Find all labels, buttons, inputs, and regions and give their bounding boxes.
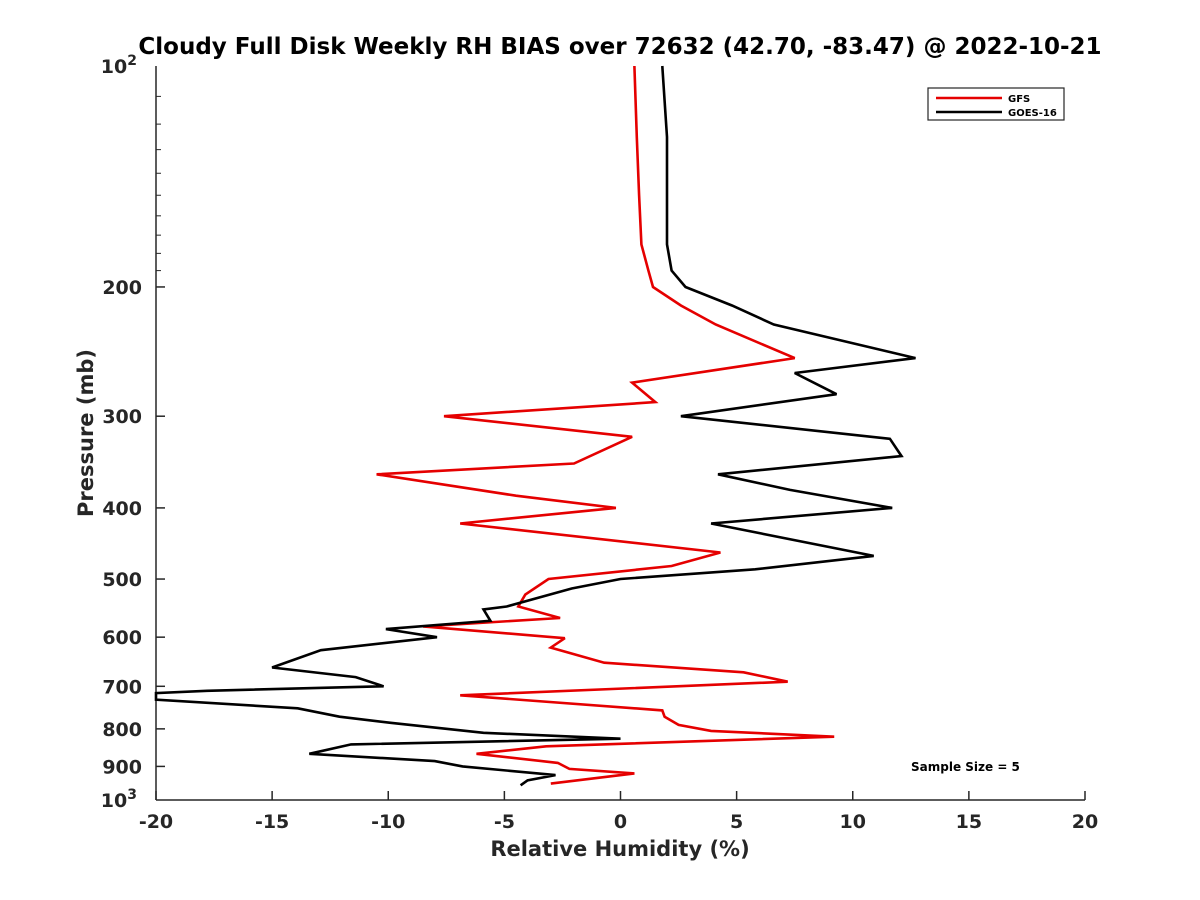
y-axis-ticks: 200 300 400 500 600 700 800 900 102 103 [101, 53, 165, 812]
y-tick-label: 400 [102, 498, 142, 520]
x-axis-ticks: -20 -15 -10 -5 0 5 10 15 20 [139, 791, 1098, 833]
x-axis-label: Relative Humidity (%) [490, 837, 749, 861]
x-tick-label: 20 [1072, 811, 1098, 833]
x-tick-label: 10 [840, 811, 866, 833]
series-line-gfs [376, 65, 835, 785]
y-tick-label-top: 102 [101, 53, 137, 78]
y-tick-label: 900 [102, 756, 142, 778]
x-tick-label: -10 [371, 811, 405, 833]
y-tick-label: 600 [102, 627, 142, 649]
y-tick-label: 800 [102, 719, 142, 741]
legend-box [927, 87, 1065, 121]
series-line-goes-16 [154, 65, 916, 787]
y-tick-label: 300 [102, 406, 142, 428]
y-axis-label: Pressure (mb) [74, 349, 98, 517]
x-tick-label: -20 [139, 811, 173, 833]
y-tick-label: 700 [102, 676, 142, 698]
x-tick-label: 15 [956, 811, 982, 833]
legend-entry: GFS [1008, 94, 1030, 105]
sample-size-annotation: Sample Size = 5 [911, 760, 1020, 774]
y-tick-label: 200 [102, 277, 142, 299]
x-tick-label: 5 [730, 811, 743, 833]
x-tick-label: -15 [255, 811, 289, 833]
x-tick-label: -5 [494, 811, 515, 833]
y-tick-label: 500 [102, 569, 142, 591]
x-tick-label: 0 [614, 811, 627, 833]
y-tick-label-bottom: 103 [101, 787, 137, 812]
legend-entry: GOES-16 [1008, 108, 1057, 119]
series-layer [154, 65, 916, 787]
chart-title: Cloudy Full Disk Weekly RH BIAS over 726… [138, 34, 1101, 60]
legend: GFS GOES-16 [927, 87, 1065, 121]
